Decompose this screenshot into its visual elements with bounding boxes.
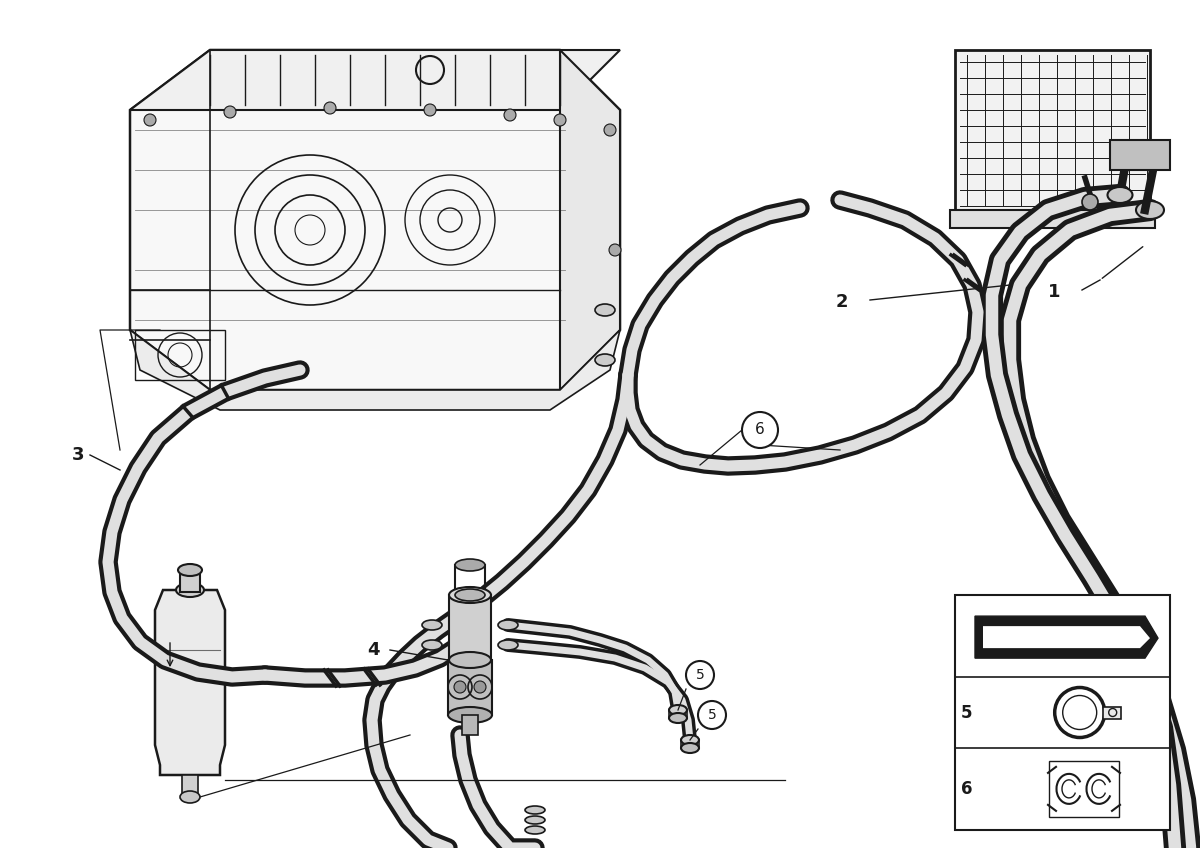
- Bar: [1103, 706, 1121, 718]
- Circle shape: [742, 412, 778, 448]
- Ellipse shape: [670, 713, 686, 723]
- Ellipse shape: [178, 564, 202, 576]
- Circle shape: [698, 701, 726, 729]
- Ellipse shape: [526, 826, 545, 834]
- Polygon shape: [974, 616, 1158, 658]
- Text: 6: 6: [755, 422, 764, 438]
- Text: 5: 5: [961, 704, 973, 722]
- Ellipse shape: [455, 589, 485, 601]
- Text: 5: 5: [696, 668, 704, 682]
- Circle shape: [604, 124, 616, 136]
- Circle shape: [610, 244, 622, 256]
- Text: 6: 6: [961, 780, 973, 798]
- Bar: [449, 595, 491, 660]
- Ellipse shape: [449, 587, 491, 603]
- Text: 3: 3: [72, 446, 84, 464]
- Ellipse shape: [422, 640, 442, 650]
- Ellipse shape: [176, 583, 204, 597]
- Bar: [134, 330, 226, 380]
- Bar: [182, 775, 198, 797]
- Circle shape: [454, 681, 466, 693]
- Text: 4: 4: [367, 641, 380, 659]
- Bar: [1110, 140, 1170, 170]
- Ellipse shape: [595, 354, 616, 366]
- Circle shape: [144, 114, 156, 126]
- Bar: [448, 660, 492, 715]
- Circle shape: [504, 109, 516, 121]
- Ellipse shape: [682, 735, 698, 745]
- Ellipse shape: [455, 559, 485, 571]
- Ellipse shape: [526, 816, 545, 824]
- Polygon shape: [130, 330, 620, 410]
- Bar: [950, 210, 1154, 228]
- Ellipse shape: [1136, 201, 1164, 219]
- Circle shape: [686, 661, 714, 689]
- Ellipse shape: [595, 304, 616, 316]
- Text: 1: 1: [1048, 283, 1060, 301]
- Circle shape: [554, 114, 566, 126]
- Polygon shape: [155, 590, 226, 775]
- Circle shape: [424, 104, 436, 116]
- Text: 2: 2: [835, 293, 848, 311]
- Bar: [180, 570, 200, 592]
- Ellipse shape: [670, 705, 686, 715]
- Polygon shape: [560, 50, 620, 390]
- Ellipse shape: [526, 806, 545, 814]
- Ellipse shape: [180, 791, 200, 803]
- Circle shape: [474, 681, 486, 693]
- Bar: [955, 595, 1170, 830]
- Bar: [462, 715, 478, 735]
- Text: 5: 5: [708, 708, 716, 722]
- Ellipse shape: [448, 707, 492, 723]
- Circle shape: [324, 102, 336, 114]
- Ellipse shape: [682, 743, 698, 753]
- Polygon shape: [130, 50, 620, 390]
- Bar: [955, 50, 1150, 210]
- Ellipse shape: [449, 652, 491, 668]
- Ellipse shape: [422, 620, 442, 630]
- Circle shape: [1082, 194, 1098, 210]
- Circle shape: [224, 106, 236, 118]
- Polygon shape: [130, 50, 620, 110]
- Ellipse shape: [1108, 187, 1133, 203]
- Ellipse shape: [498, 620, 518, 630]
- Polygon shape: [983, 626, 1150, 648]
- Ellipse shape: [498, 640, 518, 650]
